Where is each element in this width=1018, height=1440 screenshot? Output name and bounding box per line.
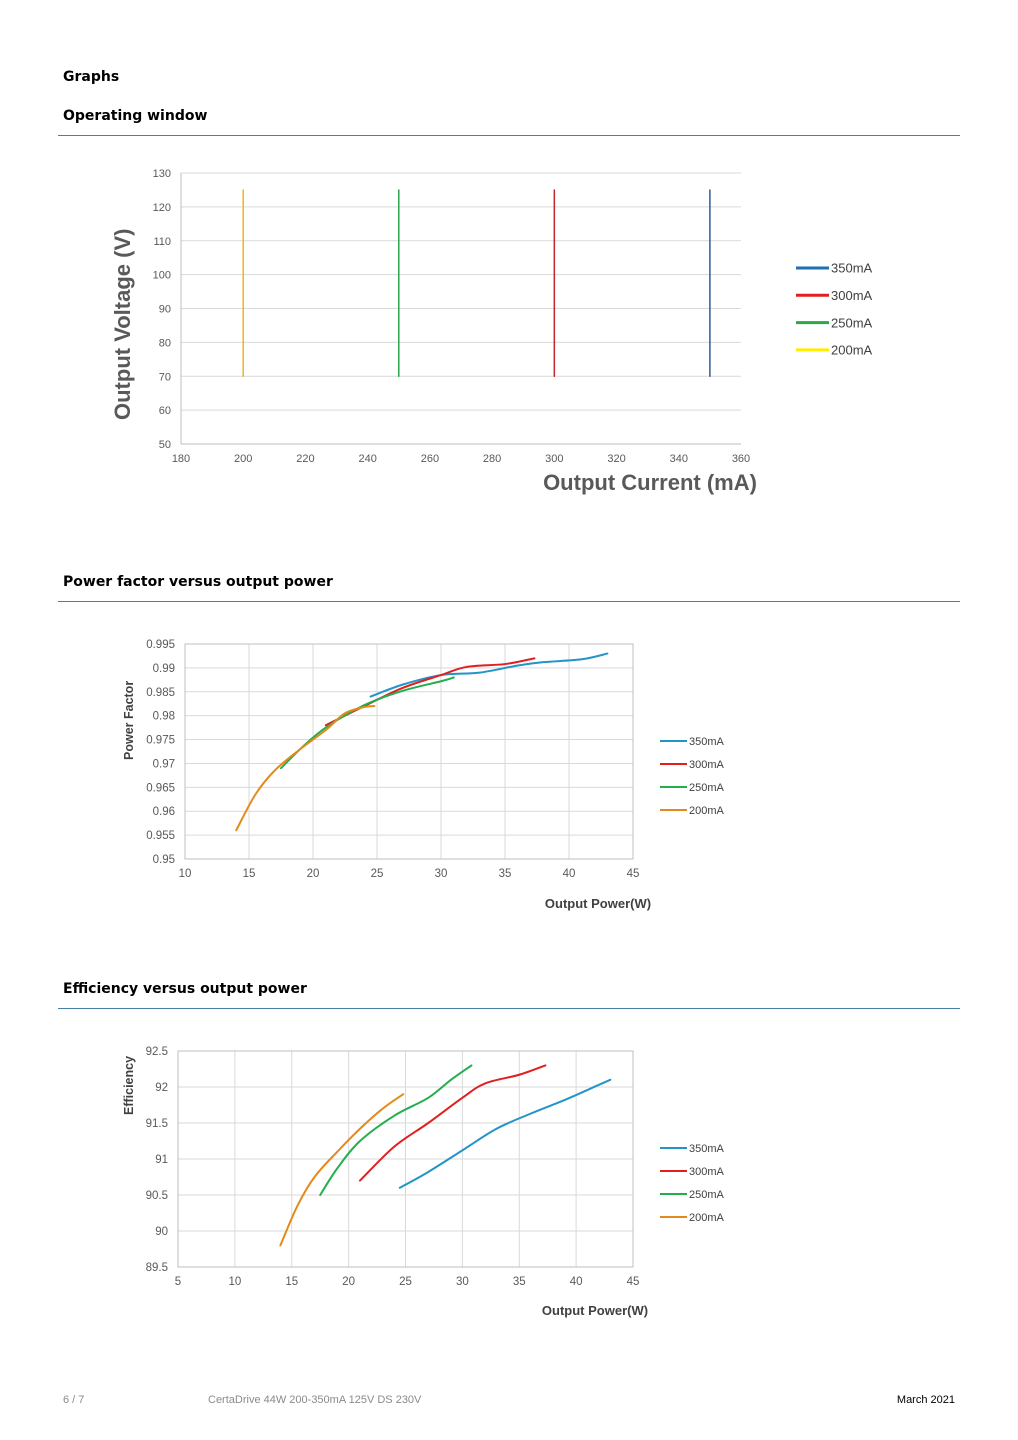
x-tick-label: 20 [307, 868, 320, 880]
y-tick-label: 0.995 [146, 639, 175, 651]
series-line-350mA [398, 1078, 612, 1189]
x-tick-label: 40 [563, 868, 576, 880]
legend-label: 200mA [689, 1212, 725, 1224]
y-tick-label: 120 [153, 202, 171, 214]
y-tick-label: 89.5 [146, 1262, 168, 1274]
y-tick-label: 0.95 [153, 854, 175, 866]
x-tick-label: 35 [513, 1276, 526, 1288]
y-tick-label: 70 [159, 371, 171, 383]
y-tick-label: 0.96 [153, 806, 175, 818]
footer-page-number: 6 / 7 [63, 1394, 85, 1406]
y-tick-label: 130 [153, 168, 171, 180]
x-tick-label: 180 [172, 453, 190, 465]
series-line-250mA [280, 676, 455, 770]
y-tick-label: 100 [153, 270, 171, 282]
x-tick-label: 260 [421, 453, 439, 465]
x-tick-label: 340 [670, 453, 688, 465]
section-title-power-factor: Power factor versus output power [63, 574, 333, 590]
x-tick-label: 240 [358, 453, 376, 465]
section-divider [58, 1008, 960, 1009]
legend-label: 300mA [689, 1166, 725, 1178]
section-divider [58, 601, 960, 602]
y-tick-label: 91.5 [146, 1118, 168, 1130]
y-tick-label: 92 [155, 1082, 168, 1094]
legend-label: 300mA [689, 759, 725, 771]
legend-label: 300mA [831, 288, 873, 303]
section-title-efficiency: Efficiency versus output power [63, 981, 307, 997]
y-axis-label: Efficiency [122, 1056, 136, 1115]
y-tick-label: 0.975 [146, 735, 175, 747]
series-line-250mA [319, 1064, 473, 1196]
x-tick-label: 25 [399, 1276, 412, 1288]
footer-product-name: CertaDrive 44W 200-350mA 125V DS 230V [208, 1394, 422, 1406]
operating-window-chart: 50 60 70 80 90 100 110 120 130 180 200 220 240 260 280… [110, 168, 873, 495]
x-tick-label: 25 [371, 868, 384, 880]
y-tick-label: 90 [155, 1226, 168, 1238]
y-tick-label: 90 [159, 304, 171, 316]
section-title-operating-window: Operating window [63, 108, 208, 124]
legend-label: 350mA [831, 261, 873, 276]
x-tick-label: 45 [627, 1276, 640, 1288]
x-tick-label: 360 [732, 453, 750, 465]
x-tick-label: 5 [175, 1276, 181, 1288]
y-tick-label: 60 [159, 405, 171, 417]
y-tick-label: 91 [155, 1154, 168, 1166]
y-tick-label: 0.99 [153, 663, 175, 675]
x-tick-label: 20 [342, 1276, 355, 1288]
x-tick-label: 300 [545, 453, 563, 465]
y-tick-label: 0.98 [153, 711, 175, 723]
power-factor-chart: 0.95 0.955 0.96 0.965 0.97 0.975 0.98 0.985 0.99… [122, 639, 725, 911]
x-tick-label: 15 [243, 868, 256, 880]
legend-label: 250mA [689, 1189, 725, 1201]
x-tick-label: 30 [435, 868, 448, 880]
y-tick-label: 80 [159, 337, 171, 349]
x-axis-label: Output Power(W) [542, 1303, 648, 1318]
y-tick-label: 92.5 [146, 1046, 168, 1058]
legend-label: 200mA [831, 343, 873, 358]
x-tick-label: 35 [499, 868, 512, 880]
legend-label: 250mA [831, 315, 873, 330]
x-tick-label: 320 [607, 453, 625, 465]
y-tick-label: 50 [159, 439, 171, 451]
x-tick-label: 45 [627, 868, 640, 880]
x-tick-label: 30 [456, 1276, 469, 1288]
efficiency-chart: 89.5 90 90.5 91 91.5 92 92.5 5 10 15 20 25 30 35 40 45 O… [122, 1046, 725, 1318]
x-tick-label: 15 [285, 1276, 298, 1288]
x-tick-label: 200 [234, 453, 252, 465]
series-line-350mA [369, 652, 609, 698]
x-tick-label: 10 [228, 1276, 241, 1288]
x-tick-label: 40 [570, 1276, 583, 1288]
series-line-200mA [235, 705, 376, 832]
series-line-200mA [279, 1093, 405, 1247]
legend-label: 350mA [689, 736, 725, 748]
legend-label: 250mA [689, 782, 725, 794]
x-axis-label: Output Current (mA) [543, 470, 757, 495]
section-title-graphs: Graphs [63, 69, 120, 85]
x-tick-label: 220 [296, 453, 314, 465]
y-tick-label: 0.97 [153, 758, 175, 770]
x-tick-label: 10 [179, 868, 192, 880]
legend-label: 350mA [689, 1143, 725, 1155]
x-tick-label: 280 [483, 453, 501, 465]
series-line-300mA [359, 1064, 547, 1182]
plot-area-border [184, 643, 634, 860]
y-axis-label: Power Factor [122, 681, 136, 760]
section-divider [58, 135, 960, 136]
legend-label: 200mA [689, 805, 725, 817]
y-axis-label: Output Voltage (V) [110, 229, 135, 420]
y-tick-label: 0.965 [146, 782, 175, 794]
x-axis-label: Output Power(W) [545, 896, 651, 911]
y-tick-label: 110 [153, 236, 171, 248]
y-tick-label: 0.985 [146, 687, 175, 699]
y-tick-label: 0.955 [146, 830, 175, 842]
footer-date: March 2021 [896, 1394, 955, 1406]
plot-area-border [177, 1050, 634, 1268]
y-tick-label: 90.5 [146, 1190, 168, 1202]
